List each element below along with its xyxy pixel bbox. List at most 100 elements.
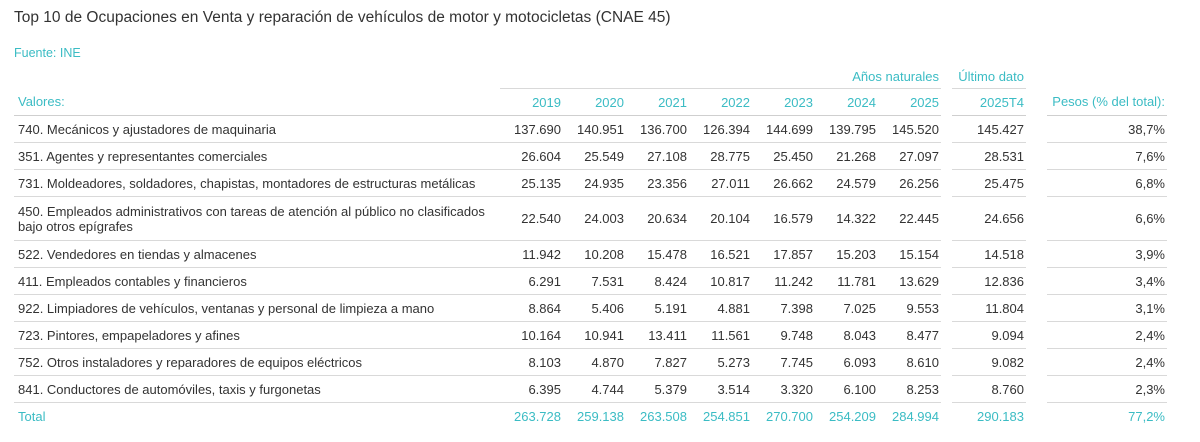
weight-value: 2,4% <box>1047 321 1167 349</box>
header-label: Valores: <box>14 88 500 116</box>
weight-value: 7,6% <box>1047 142 1167 170</box>
year-value: 9.748 <box>752 321 815 349</box>
latest-value: 12.836 <box>952 267 1026 295</box>
year-value: 7.025 <box>815 294 878 322</box>
year-value: 144.699 <box>752 115 815 143</box>
spacer <box>1026 116 1047 143</box>
spacer <box>941 241 952 268</box>
year-value: 17.857 <box>752 240 815 268</box>
year-value: 27.097 <box>878 142 941 170</box>
weight-value: 38,7% <box>1047 115 1167 143</box>
year-value: 254.209 <box>829 408 876 424</box>
year-value: 9.553 <box>878 294 941 322</box>
latest-value: 24.656 <box>952 196 1026 241</box>
year-value: 5.379 <box>626 375 689 403</box>
year-value: 10.208 <box>563 240 626 268</box>
year-value: 10.941 <box>563 321 626 349</box>
latest-value: 290.183 <box>977 408 1024 424</box>
year-value: 11.561 <box>689 321 752 349</box>
weight-value: 3,4% <box>1047 267 1167 295</box>
table-row: 740. Mecánicos y ajustadores de maquinar… <box>14 115 1167 143</box>
year-value: 25.135 <box>500 169 563 197</box>
latest-value: 28.531 <box>952 142 1026 170</box>
table-row: 723. Pintores, empapeladores y afines 10.… <box>14 321 1167 349</box>
header-row: Valores: 2019 2020 2021 2022 2023 2024 2025 2025… <box>14 88 1167 116</box>
year-value: 22.445 <box>878 196 941 241</box>
row-label: 740. Mecánicos y ajustadores de maquinar… <box>14 115 500 143</box>
table-row: 752. Otros instaladores y reparadores de… <box>14 348 1167 376</box>
spacer <box>941 268 952 295</box>
year-value: 8.424 <box>626 267 689 295</box>
spacer <box>941 143 952 170</box>
year-value: 4.881 <box>689 294 752 322</box>
spacer <box>941 403 952 430</box>
year-value: 14.322 <box>815 196 878 241</box>
header-year: 2024 <box>815 88 878 116</box>
year-value: 6.395 <box>500 375 563 403</box>
spacer <box>1026 143 1047 170</box>
weight-value: 77,2% <box>1128 408 1165 424</box>
year-value: 26.256 <box>878 169 941 197</box>
source-label: Fuente: INE <box>14 46 81 60</box>
year-value: 11.781 <box>815 267 878 295</box>
year-value: 23.356 <box>626 169 689 197</box>
latest-value: 145.427 <box>952 115 1026 143</box>
group-header-latest: Último dato <box>952 64 1026 89</box>
year-value: 15.154 <box>878 240 941 268</box>
year-value: 20.634 <box>626 196 689 241</box>
header-latest: 2025T4 <box>952 88 1026 116</box>
year-value: 259.138 <box>577 408 624 424</box>
row-label: 922. Limpiadores de vehículos, ventanas … <box>14 294 500 322</box>
spacer <box>1026 170 1047 197</box>
group-header-years: Años naturales <box>500 64 941 89</box>
header-weight: Pesos (% del total): <box>1047 88 1167 116</box>
header-year: 2021 <box>626 88 689 116</box>
row-label: 752. Otros instaladores y reparadores de… <box>14 348 500 376</box>
year-value: 7.531 <box>563 267 626 295</box>
year-value: 137.690 <box>500 115 563 143</box>
total-row: Total 263.728 259.138 263.508 254.851 270.700… <box>14 403 1167 430</box>
year-value: 5.406 <box>563 294 626 322</box>
spacer <box>941 197 952 241</box>
year-value: 24.579 <box>815 169 878 197</box>
row-label: 522. Vendedores en tiendas y almacenes <box>14 240 500 268</box>
year-value: 10.164 <box>500 321 563 349</box>
year-value: 4.744 <box>563 375 626 403</box>
spacer <box>1026 376 1047 403</box>
year-value: 7.398 <box>752 294 815 322</box>
year-value: 8.477 <box>878 321 941 349</box>
header-year: 2019 <box>500 88 563 116</box>
year-value: 8.043 <box>815 321 878 349</box>
year-value: 21.268 <box>815 142 878 170</box>
spacer <box>1026 89 1047 116</box>
weight-value: 6,8% <box>1047 169 1167 197</box>
spacer <box>941 322 952 349</box>
latest-value: 9.094 <box>952 321 1026 349</box>
year-value: 16.579 <box>752 196 815 241</box>
year-value: 145.520 <box>878 115 941 143</box>
header-year: 2025 <box>878 88 941 116</box>
year-value: 126.394 <box>689 115 752 143</box>
latest-value: 9.082 <box>952 348 1026 376</box>
year-value: 7.745 <box>752 348 815 376</box>
weight-value: 3,1% <box>1047 294 1167 322</box>
spacer <box>941 89 952 116</box>
year-value: 6.100 <box>815 375 878 403</box>
table-row: 731. Moldeadores, soldadores, chapistas,… <box>14 169 1167 197</box>
year-value: 26.604 <box>500 142 563 170</box>
year-value: 136.700 <box>626 115 689 143</box>
row-label: 450. Empleados administrativos con tarea… <box>14 196 500 241</box>
year-value: 24.935 <box>563 169 626 197</box>
year-value: 15.203 <box>815 240 878 268</box>
year-value: 25.450 <box>752 142 815 170</box>
year-value: 254.851 <box>703 408 750 424</box>
spacer <box>941 170 952 197</box>
row-label: Total <box>18 408 46 424</box>
weight-value: 2,3% <box>1047 375 1167 403</box>
row-label: 723. Pintores, empapeladores y afines <box>14 321 500 349</box>
page-title: Top 10 de Ocupaciones en Venta y reparac… <box>14 9 671 26</box>
year-value: 13.629 <box>878 267 941 295</box>
row-label: 841. Conductores de automóviles, taxis y… <box>14 375 500 403</box>
year-value: 263.508 <box>640 408 687 424</box>
year-value: 270.700 <box>766 408 813 424</box>
